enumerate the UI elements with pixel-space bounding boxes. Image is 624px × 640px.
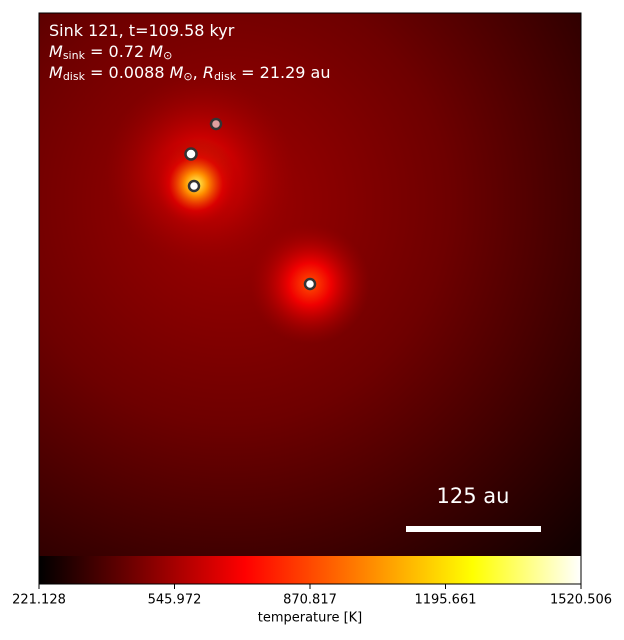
x-tick-label: 221.128 bbox=[12, 593, 66, 608]
title-part: R bbox=[203, 63, 214, 82]
colorbar-label: temperature [K] bbox=[258, 611, 363, 626]
title-part: , bbox=[193, 63, 203, 82]
subscript: disk bbox=[214, 70, 237, 83]
x-tick-label: 870.817 bbox=[283, 593, 337, 608]
image bbox=[39, 13, 581, 556]
subscript: disk bbox=[63, 70, 86, 83]
title-part: Sink 121, t=109.58 kyr bbox=[49, 21, 235, 40]
title-part: M bbox=[170, 63, 184, 82]
subscript: ⊙ bbox=[163, 49, 172, 62]
title-part: = 0.0088 bbox=[85, 63, 170, 82]
title-line: Msink = 0.72 M⊙ bbox=[49, 42, 172, 63]
title-line: Sink 121, t=109.58 kyr bbox=[49, 21, 235, 40]
subscript: sink bbox=[63, 49, 86, 62]
x-tick-label: 1520.506 bbox=[550, 593, 612, 608]
x-tick-label: 545.972 bbox=[148, 593, 202, 608]
subscript: ⊙ bbox=[183, 70, 192, 83]
title-part: M bbox=[49, 42, 63, 61]
title-part: = 0.72 bbox=[85, 42, 149, 61]
title-line: Mdisk = 0.0088 M⊙, Rdisk = 21.29 au bbox=[49, 63, 331, 84]
title-part: = 21.29 au bbox=[236, 63, 330, 82]
x-tick-label: 1195.661 bbox=[414, 593, 476, 608]
colorbar bbox=[39, 556, 581, 584]
scale-bar-label: 125 au bbox=[437, 484, 510, 508]
title-part: M bbox=[149, 42, 163, 61]
scale-bar bbox=[406, 526, 541, 532]
title-part: M bbox=[49, 63, 63, 82]
